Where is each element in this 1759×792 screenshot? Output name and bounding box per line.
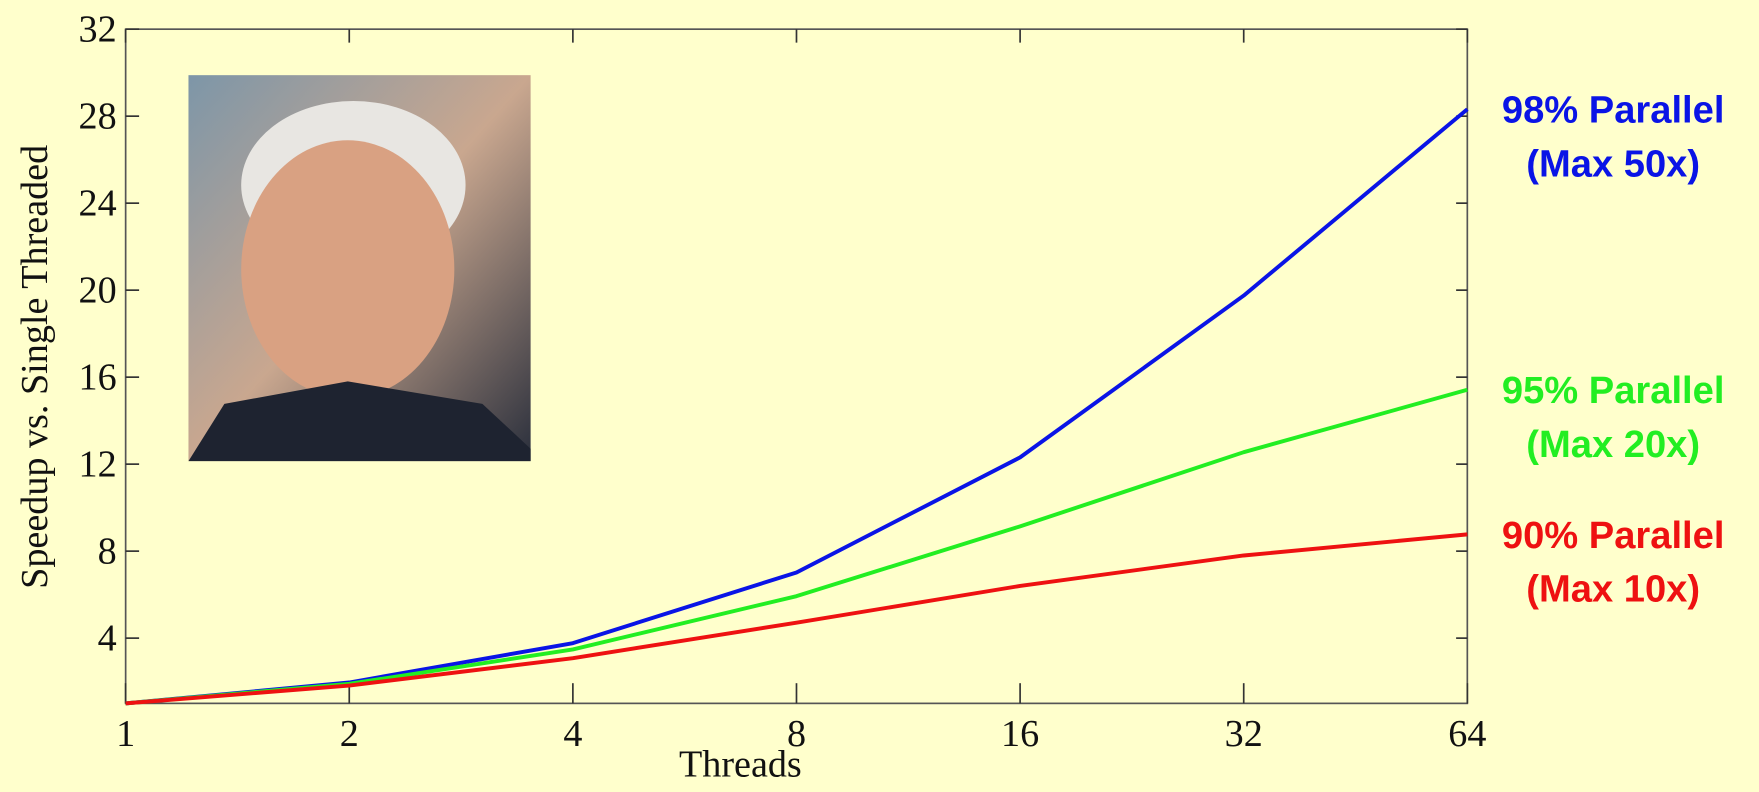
x-axis-label: Threads xyxy=(679,743,802,785)
x-tick-label: 16 xyxy=(1001,713,1039,755)
x-tick-label: 8 xyxy=(787,713,806,755)
series-label: 95% Parallel xyxy=(1502,369,1725,412)
series-note: (Max 50x) xyxy=(1526,143,1700,186)
series-label: 90% Parallel xyxy=(1502,514,1725,557)
x-tick-label: 4 xyxy=(563,713,582,755)
x-tick-label: 64 xyxy=(1448,713,1486,755)
photo-face xyxy=(241,140,455,399)
y-tick-label: 20 xyxy=(79,269,117,311)
y-tick-label: 16 xyxy=(79,356,117,398)
x-tick-label: 32 xyxy=(1225,713,1263,755)
y-tick-label: 12 xyxy=(79,443,117,485)
series-note: (Max 20x) xyxy=(1526,423,1700,466)
y-tick-label: 4 xyxy=(98,617,117,659)
y-tick-label: 8 xyxy=(98,530,117,572)
x-tick-label: 1 xyxy=(116,713,135,755)
y-tick-label: 32 xyxy=(79,9,117,51)
y-tick-label: 24 xyxy=(79,182,117,224)
series-note: (Max 10x) xyxy=(1526,568,1700,611)
x-tick-label: 2 xyxy=(340,713,359,755)
series-label: 98% Parallel xyxy=(1502,89,1725,132)
y-axis-label: Speedup vs. Single Threaded xyxy=(14,145,56,589)
series-line xyxy=(125,532,1468,706)
photo-suit xyxy=(188,381,531,462)
portrait-photo xyxy=(188,75,531,462)
y-tick-label: 28 xyxy=(79,96,117,138)
